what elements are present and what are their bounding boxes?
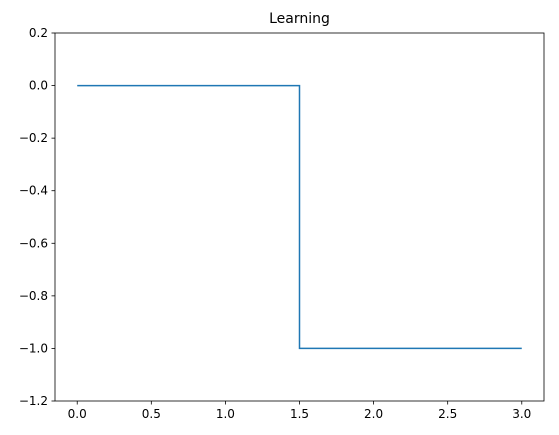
x-tick-label: 3.0 (512, 407, 531, 421)
x-tick-label: 1.0 (216, 407, 235, 421)
chart-title: Learning (269, 11, 330, 27)
y-tick-label: −1.2 (19, 394, 48, 408)
y-tick-label: −0.2 (19, 131, 48, 145)
x-tick-label: 1.5 (290, 407, 309, 421)
plot-area (77, 84, 522, 350)
y-tick-label: −1.0 (19, 341, 48, 355)
y-tick-label: 0.2 (29, 26, 48, 40)
x-tick-label: 0.5 (142, 407, 161, 421)
x-tick-label: 2.5 (438, 407, 457, 421)
x-tick-label: 2.0 (364, 407, 383, 421)
y-tick-label: −0.8 (19, 289, 48, 303)
x-axis: 0.0 0.5 1.0 1.5 2.0 2.5 3.0 (68, 401, 531, 421)
y-axis: 0.2 0.0 −0.2 −0.4 −0.6 −0.8 −1.0 −1.2 (19, 26, 55, 408)
series-line (77, 84, 522, 350)
axes-frame (54, 32, 545, 402)
x-tick-label: 0.0 (68, 407, 87, 421)
y-tick-label: −0.6 (19, 236, 48, 250)
y-tick-label: 0.0 (29, 79, 48, 93)
y-tick-label: −0.4 (19, 184, 48, 198)
